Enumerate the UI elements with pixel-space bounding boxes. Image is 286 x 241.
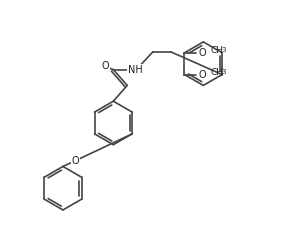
Text: NH: NH (128, 65, 142, 75)
Text: O: O (102, 61, 109, 71)
Text: O: O (198, 70, 206, 80)
Text: O: O (72, 155, 80, 166)
Text: CH: CH (210, 46, 223, 55)
Text: 3: 3 (221, 68, 226, 74)
Text: CH: CH (210, 68, 223, 77)
Text: 3: 3 (221, 47, 226, 53)
Text: O: O (198, 48, 206, 58)
